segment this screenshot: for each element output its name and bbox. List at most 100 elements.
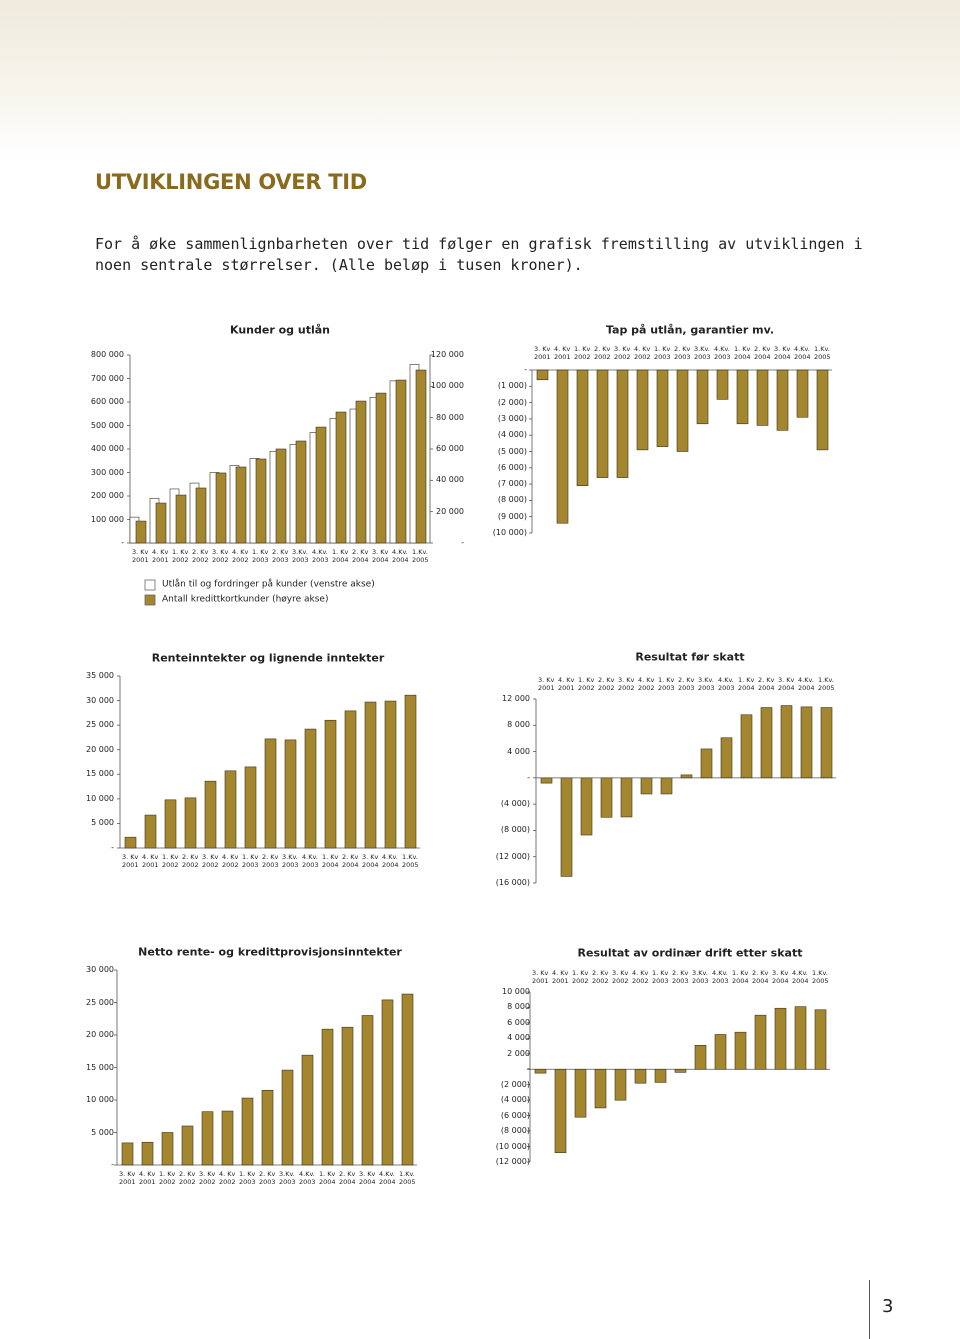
bar (614, 1068, 627, 1101)
y-tick-label: 2 000 (507, 1049, 530, 1059)
y2-tick-label: 20 000 (436, 506, 464, 516)
y-tick-label: - (111, 1160, 114, 1170)
y-tick-label: 30 000 (86, 695, 114, 705)
y-tick-label: 600 000 (90, 397, 124, 407)
bar (814, 1009, 827, 1070)
bar (640, 777, 653, 795)
y-tick-label: (4 000) (500, 1095, 530, 1105)
bar (680, 774, 693, 779)
y-tick-label: 700 000 (90, 373, 124, 383)
x-tick-label: 4. Kv 2002 (632, 969, 649, 985)
bar (244, 766, 257, 849)
bar (124, 836, 137, 849)
y-tick-label: (12 000) (495, 851, 530, 861)
bar (756, 369, 769, 426)
x-tick-label: 1. Kv 2003 (252, 548, 269, 564)
y-tick-label: - (121, 538, 124, 548)
y-tick-label: (9 000) (497, 511, 527, 521)
x-tick-label: 1. Kv 2004 (319, 1170, 336, 1186)
y-tick-label: 6 000 (507, 1018, 530, 1028)
x-tick-label: 3. Kv 2001 (532, 969, 549, 985)
x-tick-label: 3. Kv 2001 (534, 345, 551, 361)
bar (181, 1125, 194, 1166)
x-tick-label: 3.Kv. 2003 (692, 969, 709, 985)
y-tick-label: 10 000 (86, 794, 114, 804)
x-tick-label: 4. Kv 2001 (139, 1170, 156, 1186)
bar (315, 426, 327, 544)
bar (674, 1068, 687, 1073)
y-tick-label: 30 000 (86, 965, 114, 975)
bar (676, 369, 689, 452)
y-tick-label: 5 000 (91, 818, 114, 828)
y-tick-label: 8 000 (507, 1002, 530, 1012)
bar (275, 448, 287, 544)
bar (534, 1068, 547, 1074)
x-tick-label: 2. Kv 2002 (179, 1170, 196, 1186)
bar (381, 999, 394, 1166)
y-tick-label: (12 000) (495, 1157, 530, 1167)
x-tick-label: 3. Kv 2002 (199, 1170, 216, 1186)
x-tick-label: 1. Kv 2002 (159, 1170, 176, 1186)
x-tick-label: 4. Kv 2002 (219, 1170, 236, 1186)
x-tick-label: 2. Kv 2003 (678, 676, 695, 692)
y-tick-label: - (111, 843, 114, 853)
legend-label: Antall kredittkortkunder (høyre akse) (162, 594, 329, 605)
bar (776, 369, 789, 431)
y-tick-label: (1 000) (497, 381, 527, 391)
legend-swatch (144, 579, 156, 591)
bar (796, 369, 809, 418)
y-tick-label: 100 000 (90, 514, 124, 524)
bar (696, 369, 709, 425)
y-tick-label: (8 000) (500, 825, 530, 835)
y-tick-label: (5 000) (497, 446, 527, 456)
x-tick-label: 4.Kv. 2003 (302, 853, 319, 869)
x-tick-label: 3. Kv 2002 (202, 853, 219, 869)
y-tick-label: (4 000) (500, 799, 530, 809)
x-tick-label: 2. Kv 2003 (262, 853, 279, 869)
bar (540, 777, 553, 784)
y-tick-label: 400 000 (90, 444, 124, 454)
chart-title: Netto rente- og kredittprovisjonsinntekt… (138, 945, 402, 959)
y-tick-label: 500 000 (90, 420, 124, 430)
x-tick-label: 1. Kv 2003 (239, 1170, 256, 1186)
y-tick-label: (4 000) (497, 430, 527, 440)
x-tick-label: 2. Kv 2003 (674, 345, 691, 361)
x-tick-label: 3. Kv 2002 (212, 548, 229, 564)
bar (600, 777, 613, 818)
page-number-rule (869, 1280, 870, 1339)
x-tick-label: 3. Kv 2001 (538, 676, 555, 692)
x-tick-label: 1. Kv 2003 (652, 969, 669, 985)
y-tick-label: 20 000 (86, 1030, 114, 1040)
bar (141, 1141, 154, 1166)
y-tick-label: 25 000 (86, 997, 114, 1007)
x-tick-label: 4. Kv 2001 (552, 969, 569, 985)
bar (404, 694, 417, 849)
x-tick-label: 4. Kv 2002 (634, 345, 651, 361)
bar (800, 706, 813, 779)
y-tick-label: 15 000 (86, 1062, 114, 1072)
bar (596, 369, 609, 478)
x-tick-label: 4. Kv 2001 (142, 853, 159, 869)
y-tick-label: 4 000 (507, 1033, 530, 1043)
bar (264, 738, 277, 849)
bar (341, 1026, 354, 1166)
x-tick-label: 4.Kv. 2003 (714, 345, 731, 361)
x-tick-label: 1. Kv 2004 (732, 969, 749, 985)
x-tick-label: 1. Kv 2002 (578, 676, 595, 692)
x-tick-label: 4. Kv 2002 (638, 676, 655, 692)
bar (184, 797, 197, 849)
x-tick-label: 1.Kv. 2005 (818, 676, 835, 692)
bar (816, 369, 829, 451)
bar (255, 458, 267, 544)
y-tick-label: (6 000) (500, 1110, 530, 1120)
x-tick-label: 1. Kv 2002 (572, 969, 589, 985)
x-tick-label: 4.Kv. 2004 (379, 1170, 396, 1186)
bar (794, 1006, 807, 1070)
y-tick-label: - (527, 1064, 530, 1074)
x-tick-label: 1.Kv. 2005 (399, 1170, 416, 1186)
bar (221, 1110, 234, 1166)
bar (734, 1031, 747, 1070)
x-tick-label: 3.Kv. 2003 (292, 548, 309, 564)
x-tick-label: 2. Kv 2004 (352, 548, 369, 564)
x-tick-label: 4. Kv 2001 (152, 548, 169, 564)
